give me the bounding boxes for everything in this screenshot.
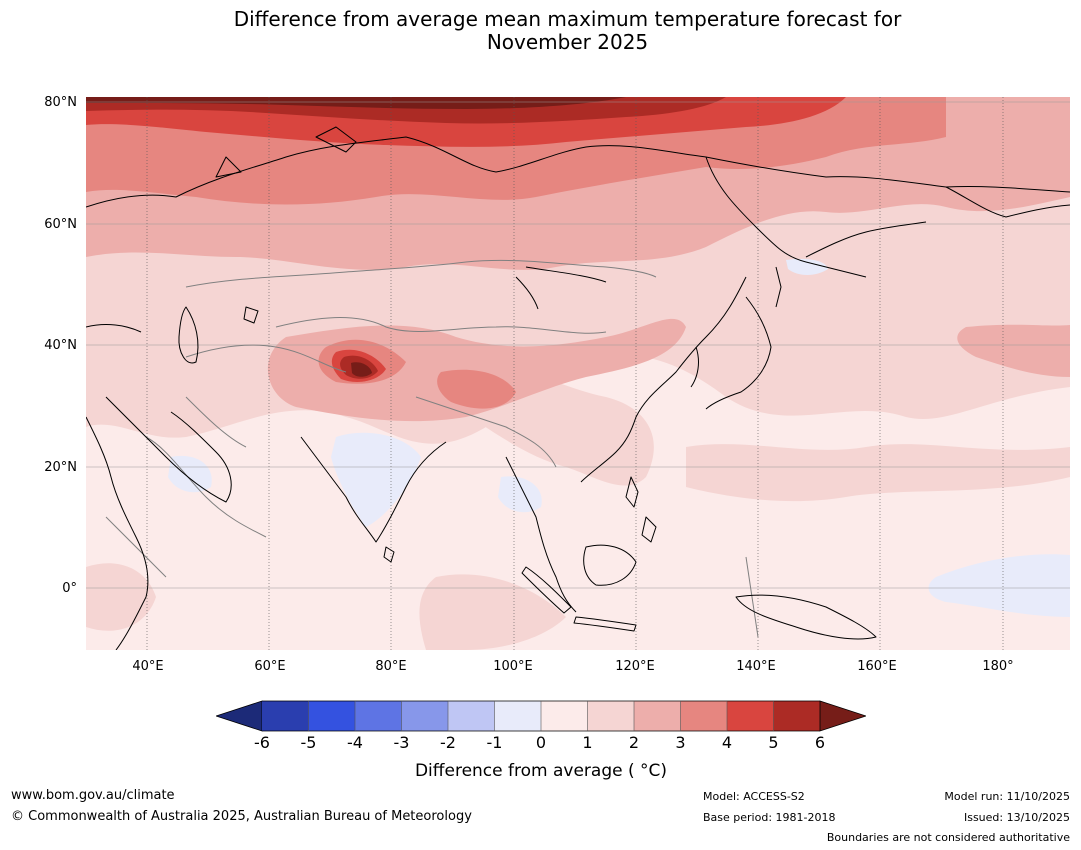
colorbar-tick: 6 bbox=[814, 733, 826, 752]
colorbar-tick: -1 bbox=[486, 733, 503, 752]
title-line-2: November 2025 bbox=[486, 30, 649, 54]
colorbar-tick: 4 bbox=[721, 733, 733, 752]
map-title: Difference from average mean maximum tem… bbox=[0, 8, 1081, 54]
colorbar-swatch-1-2 bbox=[587, 701, 634, 731]
colorbar-tick: 1 bbox=[582, 733, 593, 752]
anomaly-region-cool-indochina bbox=[498, 476, 542, 513]
copyright-text: © Commonwealth of Australia 2025, Austra… bbox=[11, 809, 472, 824]
anomaly-region-3-4-plateau bbox=[437, 369, 516, 409]
colorbar-tick: -6 bbox=[254, 733, 270, 752]
colorbar-tick: 5 bbox=[768, 733, 779, 752]
colorbar-swatch-m2-m1 bbox=[448, 701, 495, 731]
colorbar-tick: -5 bbox=[300, 733, 317, 752]
colorbar-tick: 2 bbox=[628, 733, 640, 752]
lat-label-0: 0° bbox=[62, 581, 77, 596]
colorbar-arrow-low bbox=[216, 700, 263, 732]
lon-label-120e: 120°E bbox=[615, 659, 655, 674]
lon-label-60e: 60°E bbox=[254, 659, 286, 674]
lat-label-60n: 60°N bbox=[44, 217, 77, 232]
anomaly-region-2-3-east bbox=[957, 324, 1070, 377]
colorbar-swatch-m5-m4 bbox=[308, 701, 355, 731]
colorbar-swatch-3-4 bbox=[680, 701, 727, 731]
model-run-date: Model run: 11/10/2025 bbox=[944, 790, 1070, 803]
colorbar-swatch-2-3 bbox=[634, 701, 681, 731]
colorbar-tick: -3 bbox=[393, 733, 410, 752]
anomaly-region-1-2-west bbox=[86, 563, 156, 631]
colorbar-swatch-m4-m3 bbox=[355, 701, 402, 731]
boundary-disclaimer: Boundaries are not considered authoritat… bbox=[826, 831, 1070, 844]
lat-label-40n: 40°N bbox=[44, 338, 77, 353]
colorbar-tick: 3 bbox=[675, 733, 686, 752]
lon-label-100e: 100°E bbox=[493, 659, 533, 674]
base-period: Base period: 1981-2018 bbox=[703, 811, 836, 824]
lon-label-40e: 40°E bbox=[132, 659, 164, 674]
colorbar-tick: 0 bbox=[535, 733, 547, 752]
issued-date: Issued: 13/10/2025 bbox=[963, 811, 1070, 824]
colorbar bbox=[216, 700, 866, 732]
anomaly-region-1-2-south bbox=[419, 574, 566, 650]
lat-label-80n: 80°N bbox=[44, 95, 77, 110]
website-link[interactable]: www.bom.gov.au/climate bbox=[11, 788, 175, 803]
title-line-1: Difference from average mean maximum tem… bbox=[233, 7, 902, 31]
anomaly-region-gt6-hotspot bbox=[351, 362, 372, 377]
colorbar-label: Difference from average ( °C) bbox=[414, 761, 668, 781]
lon-label-180: 180° bbox=[982, 659, 1014, 674]
lon-label-80e: 80°E bbox=[375, 659, 407, 674]
anomaly-region-1-2-pacific bbox=[686, 444, 1070, 502]
colorbar-swatch-m1-0 bbox=[494, 701, 541, 731]
colorbar-arrow-high bbox=[819, 700, 866, 732]
anomaly-map bbox=[86, 97, 1070, 650]
colorbar-swatch-m3-m2 bbox=[401, 701, 448, 731]
colorbar-tick: -4 bbox=[347, 733, 363, 752]
colorbar-tick: -2 bbox=[440, 733, 456, 752]
gridlines bbox=[146, 97, 1004, 650]
anomaly-region-cool-india bbox=[331, 432, 421, 527]
lon-label-160e: 160°E bbox=[857, 659, 897, 674]
colorbar-swatch-m6-m5 bbox=[262, 701, 309, 731]
model-name: Model: ACCESS-S2 bbox=[703, 790, 805, 803]
colorbar-swatch-5-6 bbox=[773, 701, 820, 731]
lat-label-20n: 20°N bbox=[44, 460, 77, 475]
coastlines bbox=[86, 126, 1070, 650]
anomaly-region-gt6-arctic bbox=[86, 97, 626, 109]
colorbar-swatch-4-5 bbox=[727, 701, 774, 731]
lon-label-140e: 140°E bbox=[736, 659, 776, 674]
anomaly-region-cool-japan-sea bbox=[786, 258, 828, 275]
country-boundaries bbox=[105, 259, 759, 638]
anomaly-region-cool-arabia bbox=[168, 455, 212, 493]
anomaly-region-cool-pacific bbox=[928, 554, 1070, 617]
colorbar-swatch-0-1 bbox=[541, 701, 588, 731]
